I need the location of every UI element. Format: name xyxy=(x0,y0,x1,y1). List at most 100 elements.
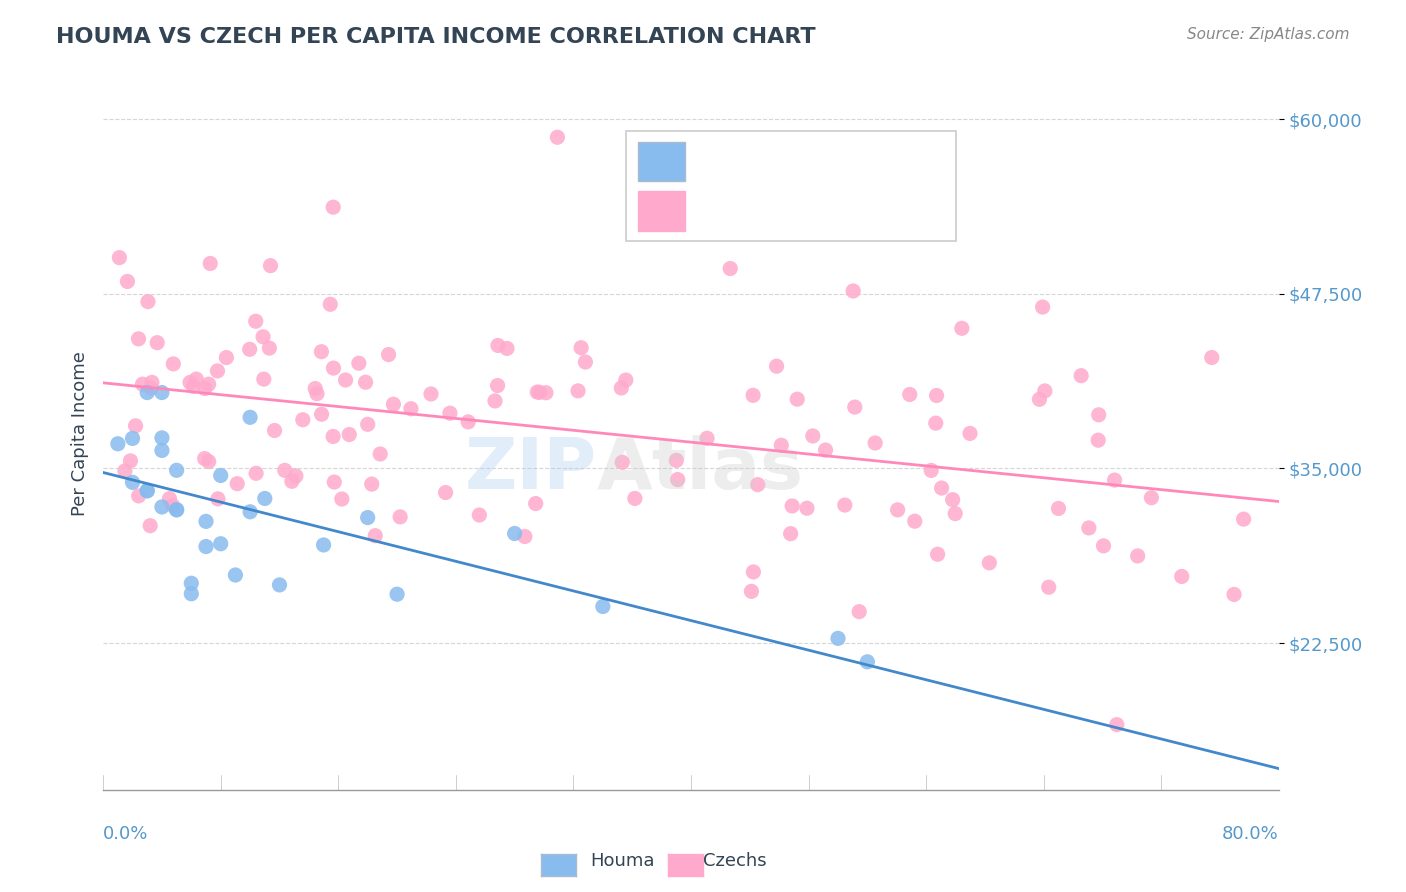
Point xyxy=(718,261,741,276)
Point xyxy=(259,259,281,273)
Point xyxy=(114,464,136,478)
Point xyxy=(139,518,162,533)
Point xyxy=(304,382,326,396)
Point xyxy=(357,510,380,524)
Point xyxy=(239,505,262,519)
Point xyxy=(486,378,509,392)
Point xyxy=(457,415,479,429)
Point xyxy=(150,431,173,445)
Point xyxy=(180,576,202,591)
Point xyxy=(526,385,548,400)
Y-axis label: Per Capita Income: Per Capita Income xyxy=(72,351,89,516)
Text: 0.0%: 0.0% xyxy=(103,824,149,843)
Point xyxy=(284,469,307,483)
Point xyxy=(898,387,921,401)
Point xyxy=(385,587,408,601)
Text: Czechs: Czechs xyxy=(703,852,766,870)
Point xyxy=(162,357,184,371)
Point xyxy=(141,381,163,395)
Point xyxy=(179,376,201,390)
Point xyxy=(183,379,205,393)
Point xyxy=(943,507,966,521)
Point xyxy=(166,503,188,517)
Point xyxy=(128,489,150,503)
Point xyxy=(291,413,314,427)
Point xyxy=(337,427,360,442)
Point xyxy=(382,397,405,411)
Point xyxy=(128,332,150,346)
Point xyxy=(574,355,596,369)
Point xyxy=(770,438,793,452)
Point xyxy=(959,426,981,441)
Point xyxy=(569,341,592,355)
Point xyxy=(253,491,276,506)
Point xyxy=(330,491,353,506)
Point xyxy=(253,372,276,386)
Text: 136: 136 xyxy=(889,193,927,211)
FancyBboxPatch shape xyxy=(638,192,685,230)
Point xyxy=(439,406,461,420)
Point xyxy=(224,568,246,582)
Point xyxy=(886,503,908,517)
Point xyxy=(1047,501,1070,516)
Point xyxy=(468,508,491,522)
Point xyxy=(215,351,238,365)
Point xyxy=(368,447,391,461)
Point xyxy=(281,475,304,489)
Text: 80.0%: 80.0% xyxy=(1222,824,1279,843)
Point xyxy=(195,540,218,554)
Point xyxy=(1223,587,1246,601)
Point xyxy=(844,400,866,414)
Point xyxy=(1087,433,1109,447)
Point xyxy=(150,385,173,400)
Point xyxy=(1032,300,1054,314)
Text: -0.233: -0.233 xyxy=(749,193,814,211)
Point xyxy=(796,501,818,516)
Point xyxy=(814,443,837,458)
Point xyxy=(347,356,370,370)
Point xyxy=(377,347,399,361)
Point xyxy=(786,392,808,407)
Point xyxy=(274,463,297,477)
Point xyxy=(612,455,634,469)
Point xyxy=(1092,539,1115,553)
Point xyxy=(927,547,949,561)
Point xyxy=(209,468,232,483)
FancyBboxPatch shape xyxy=(638,142,685,181)
Text: Source: ZipAtlas.com: Source: ZipAtlas.com xyxy=(1187,27,1350,42)
Point xyxy=(925,416,948,430)
Point xyxy=(146,335,169,350)
Point xyxy=(1077,521,1099,535)
Point xyxy=(1038,580,1060,594)
Point xyxy=(252,330,274,344)
Point xyxy=(136,483,159,498)
Point xyxy=(322,429,344,443)
Point xyxy=(834,498,856,512)
Point xyxy=(180,587,202,601)
Point xyxy=(245,314,267,328)
Point xyxy=(245,467,267,481)
Point xyxy=(496,342,519,356)
Point xyxy=(524,497,547,511)
Point xyxy=(567,384,589,398)
Text: ZIP: ZIP xyxy=(465,434,598,504)
Point xyxy=(311,344,333,359)
Point xyxy=(226,476,249,491)
Point xyxy=(120,454,142,468)
Point xyxy=(1170,569,1192,583)
Point xyxy=(529,385,551,400)
Point xyxy=(534,385,557,400)
Point xyxy=(420,387,443,401)
Point xyxy=(1033,384,1056,398)
FancyBboxPatch shape xyxy=(626,131,956,241)
Point xyxy=(1233,512,1256,526)
Point xyxy=(150,500,173,514)
Point xyxy=(121,432,143,446)
Point xyxy=(1126,549,1149,563)
Text: R =: R = xyxy=(703,144,742,161)
Text: N =: N = xyxy=(844,144,884,161)
Point xyxy=(162,499,184,513)
Point xyxy=(434,485,457,500)
Text: N =: N = xyxy=(844,193,884,211)
Point xyxy=(827,632,849,646)
